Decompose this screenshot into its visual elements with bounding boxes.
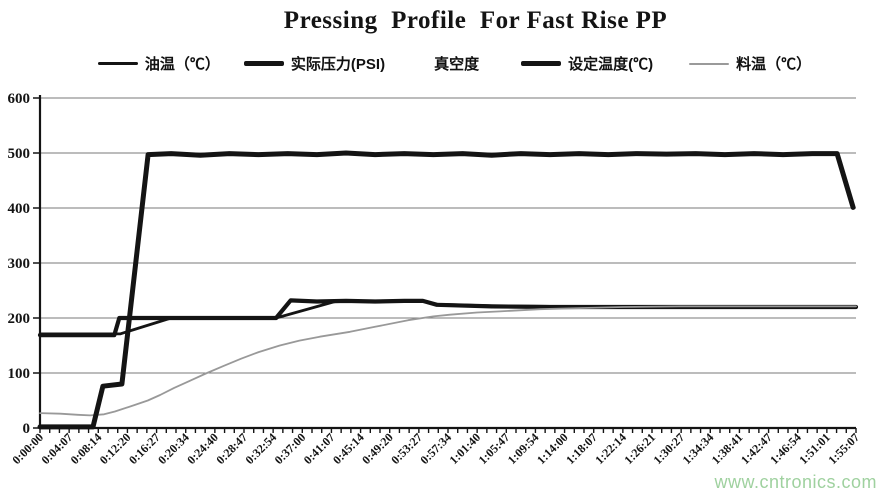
- x-tick-label: 1:42:47: [738, 430, 775, 467]
- x-tick-label: 1:38:41: [709, 430, 746, 467]
- x-tick-label: 0:20:34: [155, 430, 192, 467]
- x-tick-label: 1:18:07: [563, 430, 600, 467]
- x-tick-label: 0:32:54: [242, 430, 279, 467]
- legend-item-vacuum: 真空度: [427, 53, 479, 74]
- series-material-temp: [39, 305, 857, 417]
- x-tick-label: 1:09:54: [505, 430, 542, 467]
- actual-pressure-line-swatch: [243, 61, 284, 66]
- x-tick-label: 0:28:47: [213, 430, 250, 467]
- x-tick-label: 1:01:40: [446, 430, 483, 467]
- y-tick-label: 100: [8, 366, 31, 382]
- set-temp-line-swatch: [521, 61, 562, 66]
- x-tick-label: 1:46:54: [767, 430, 804, 467]
- material-temp-line-swatch: [689, 62, 730, 65]
- x-tick-label: 1:51:01: [796, 430, 833, 467]
- y-tick-label: 200: [8, 311, 31, 327]
- x-tick-label: 0:16:27: [126, 430, 163, 467]
- x-tick-label: 0:37:00: [272, 430, 309, 467]
- x-tick-label: 0:08:14: [68, 430, 105, 467]
- x-tick-label: 0:04:07: [38, 430, 75, 467]
- x-tick-label: 0:41:07: [301, 430, 338, 467]
- y-tick-label: 400: [8, 201, 31, 217]
- x-tick-label: 0:53:27: [388, 430, 425, 467]
- series-oil-temp: [38, 299, 858, 336]
- legend-label: 料温（℃）: [736, 56, 812, 73]
- x-tick-label: 1:30:27: [650, 430, 687, 467]
- legend-label: 油温（℃）: [144, 56, 220, 73]
- x-tick-label: 0:12:20: [97, 430, 134, 467]
- legend-item-set-temp: 设定温度(℃): [521, 53, 653, 74]
- y-tick-label: 600: [8, 91, 31, 107]
- x-tick-label: 1:14:00: [534, 430, 571, 467]
- x-tick-label: 0:49:20: [359, 430, 396, 467]
- legend-item-material-temp: 料温（℃）: [689, 53, 811, 74]
- x-tick-label: 1:22:14: [592, 430, 629, 467]
- x-tick-label: 1:55:07: [825, 430, 862, 467]
- legend-label: 设定温度(℃): [568, 56, 654, 73]
- legend-label: 实际压力(PSI): [290, 56, 386, 73]
- x-tick-label: 0:45:14: [330, 430, 367, 467]
- legend-item-actual-pressure: 实际压力(PSI): [243, 53, 386, 74]
- watermark: www.cntronics.com: [714, 472, 877, 492]
- legend-label: 真空度: [434, 56, 480, 73]
- legend-item-oil-temp: 油温（℃）: [97, 53, 220, 74]
- chart-title: Pressing Profile For Fast Rise PP: [283, 7, 668, 34]
- x-tick-label: 1:05:47: [476, 430, 513, 467]
- y-tick-label: 300: [8, 256, 31, 272]
- oil-temp-line-swatch: [97, 62, 138, 65]
- y-tick-label: 500: [8, 146, 31, 162]
- x-tick-label: 0:24:40: [184, 430, 221, 467]
- series-actual-pressure: [37, 150, 856, 430]
- y-tick-label: 0: [23, 421, 31, 437]
- x-tick-label: 1:26:21: [621, 430, 658, 467]
- chart-legend: 油温（℃） 实际压力(PSI) 真空度 设定温度(℃) 料温（℃）: [70, 53, 839, 74]
- x-tick-label: 0:57:34: [417, 430, 454, 467]
- x-tick-label: 1:34:34: [680, 430, 717, 467]
